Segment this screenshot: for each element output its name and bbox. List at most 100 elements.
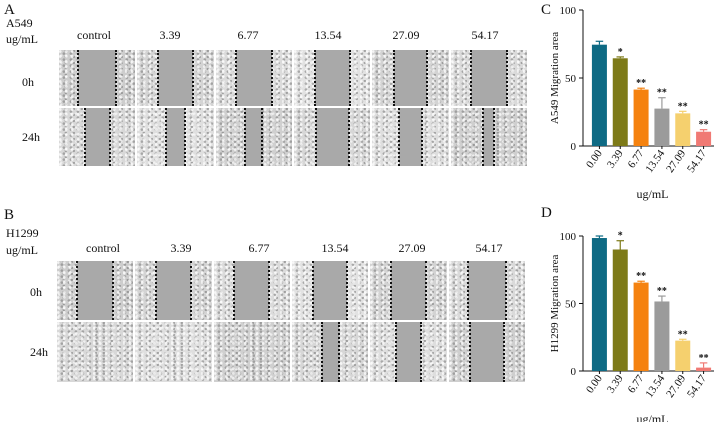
panel-b-wound-gap-24h-3: [320, 322, 340, 382]
bar-6.77: [633, 89, 649, 146]
x-axis-label: ug/mL: [637, 187, 669, 201]
significance-label: **: [636, 78, 646, 89]
column-label-6-77: 6.77: [248, 241, 270, 255]
bar-27.09: [675, 113, 691, 146]
x-axis-label: ug/mL: [637, 412, 669, 422]
bar-27.09: [675, 340, 691, 371]
panel-b-wound-gap-0h-2: [233, 261, 271, 320]
panel-b-time-0h: 0h: [30, 285, 42, 299]
panel-b-micrograph-0h-4: [370, 261, 447, 320]
panel-b-wound-gap-0h-1: [154, 261, 193, 320]
panel-a-wound-gap-24h-2: [244, 108, 263, 166]
panel-b-wound-gap-0h-3: [312, 261, 348, 320]
panel-a-micrograph-24h-5: [450, 108, 527, 166]
panel-a-wound-gap-0h-3: [313, 50, 351, 106]
column-label-27-09: 27.09: [392, 28, 420, 42]
x-tick-label: 27.09: [664, 147, 688, 175]
panel-d-letter: D: [541, 205, 552, 221]
column-label-13-54: 13.54: [321, 241, 349, 255]
bar-54.17: [696, 131, 712, 146]
significance-label: **: [678, 329, 688, 340]
x-tick-label: 0.00: [584, 147, 605, 170]
panel-b-micrograph-24h-3: [292, 322, 369, 382]
x-tick-label: 3.39: [605, 147, 626, 170]
panel-a-micrograph-24h-4: [372, 108, 449, 166]
panel-b-unit: ug/mL: [6, 243, 38, 257]
y-tick-label: 100: [560, 5, 577, 17]
bar-13.54: [654, 301, 670, 371]
panel-b-cell-line: H1299: [6, 226, 39, 240]
panel-b-time-24h: 24h: [30, 345, 48, 359]
y-axis-label: A549 Migration area: [549, 32, 561, 124]
panel-a-micrograph-0h-5: [450, 50, 527, 106]
panel-a-wound-gap-0h-0: [77, 50, 118, 106]
x-tick-label: 3.39: [605, 372, 626, 395]
x-tick-label: 54.17: [685, 372, 709, 400]
column-label-control: control: [77, 28, 111, 42]
significance-label: *: [618, 231, 623, 242]
y-tick-label: 100: [560, 231, 577, 243]
panel-a-wound-gap-0h-5: [469, 50, 508, 106]
panel-b-micrograph-0h-3: [292, 261, 369, 320]
panel-a-micrograph-grid: [58, 50, 528, 166]
bar-0.00: [591, 238, 607, 371]
panel-a-wound-gap-0h-1: [156, 50, 195, 106]
panel-b-letter: B: [4, 207, 15, 223]
panel-a-micrograph-24h-0: [59, 108, 136, 166]
panel-a-micrograph-24h-1: [137, 108, 214, 166]
panel-a-wound-gap-24h-5: [482, 108, 495, 166]
panel-a-unit: ug/mL: [6, 32, 38, 46]
panel-a-wound-gap-24h-1: [165, 108, 186, 166]
panel-b-micrograph-0h-2: [213, 261, 290, 320]
significance-label: **: [636, 271, 646, 282]
column-label-3-39: 3.39: [159, 28, 181, 42]
column-label-13-54: 13.54: [314, 28, 342, 42]
panel-b-micrograph-0h-5: [448, 261, 525, 320]
column-label-3-39: 3.39: [170, 241, 192, 255]
column-label-54-17: 54.17: [475, 241, 503, 255]
x-tick-label: 13.54: [643, 372, 667, 400]
bar-0.00: [591, 44, 607, 146]
y-tick-label: 50: [565, 299, 577, 311]
bar-3.39: [612, 58, 628, 146]
panel-b-micrograph-24h-1: [135, 322, 212, 382]
column-label-54-17: 54.17: [471, 28, 499, 42]
panel-b-micrograph-24h-5: [448, 322, 525, 382]
y-tick-label: 50: [565, 73, 577, 85]
panel-a-micrograph-24h-2: [215, 108, 292, 166]
bar-13.54: [654, 108, 670, 146]
panel-b-micrograph-0h-1: [135, 261, 212, 320]
significance-label: **: [657, 286, 667, 297]
significance-label: **: [678, 101, 688, 112]
panel-a-wound-gap-24h-3: [314, 108, 350, 166]
panel-a-letter: A: [4, 2, 15, 18]
panel-b-micrograph-24h-0: [57, 322, 134, 382]
panel-a-time-0h: 0h: [22, 75, 34, 89]
panel-a-micrograph-0h-0: [59, 50, 136, 106]
panel-a-wound-gap-0h-2: [234, 50, 273, 106]
panel-a-micrograph-0h-2: [215, 50, 292, 106]
panel-a-time-24h: 24h: [22, 130, 40, 144]
significance-label: **: [657, 88, 667, 99]
panel-b-wound-gap-0h-5: [466, 261, 508, 320]
panel-a-cell-line: A549: [6, 16, 33, 30]
panel-a-micrograph-0h-4: [372, 50, 449, 106]
panel-b-wound-gap-0h-0: [75, 261, 115, 320]
significance-label: **: [699, 120, 709, 131]
column-label-6-77: 6.77: [237, 28, 259, 42]
panel-a-micrograph-24h-3: [294, 108, 371, 166]
significance-label: **: [699, 353, 709, 364]
panel-b-wound-gap-24h-4: [395, 322, 423, 382]
y-tick-label: 0: [571, 141, 577, 153]
panel-a-wound-gap-0h-4: [392, 50, 428, 106]
significance-label: *: [618, 47, 623, 58]
panel-b-micrograph-24h-2: [213, 322, 290, 382]
panel-b-micrograph-grid: [56, 261, 526, 382]
x-tick-label: 0.00: [584, 372, 605, 395]
panel-a-micrograph-0h-3: [294, 50, 371, 106]
panel-b-wound-gap-0h-4: [390, 261, 428, 320]
x-tick-label: 54.17: [685, 147, 709, 175]
panel-a-wound-gap-24h-0: [83, 108, 111, 166]
panel-b-micrograph-0h-0: [57, 261, 134, 320]
x-tick-label: 13.54: [643, 147, 667, 175]
